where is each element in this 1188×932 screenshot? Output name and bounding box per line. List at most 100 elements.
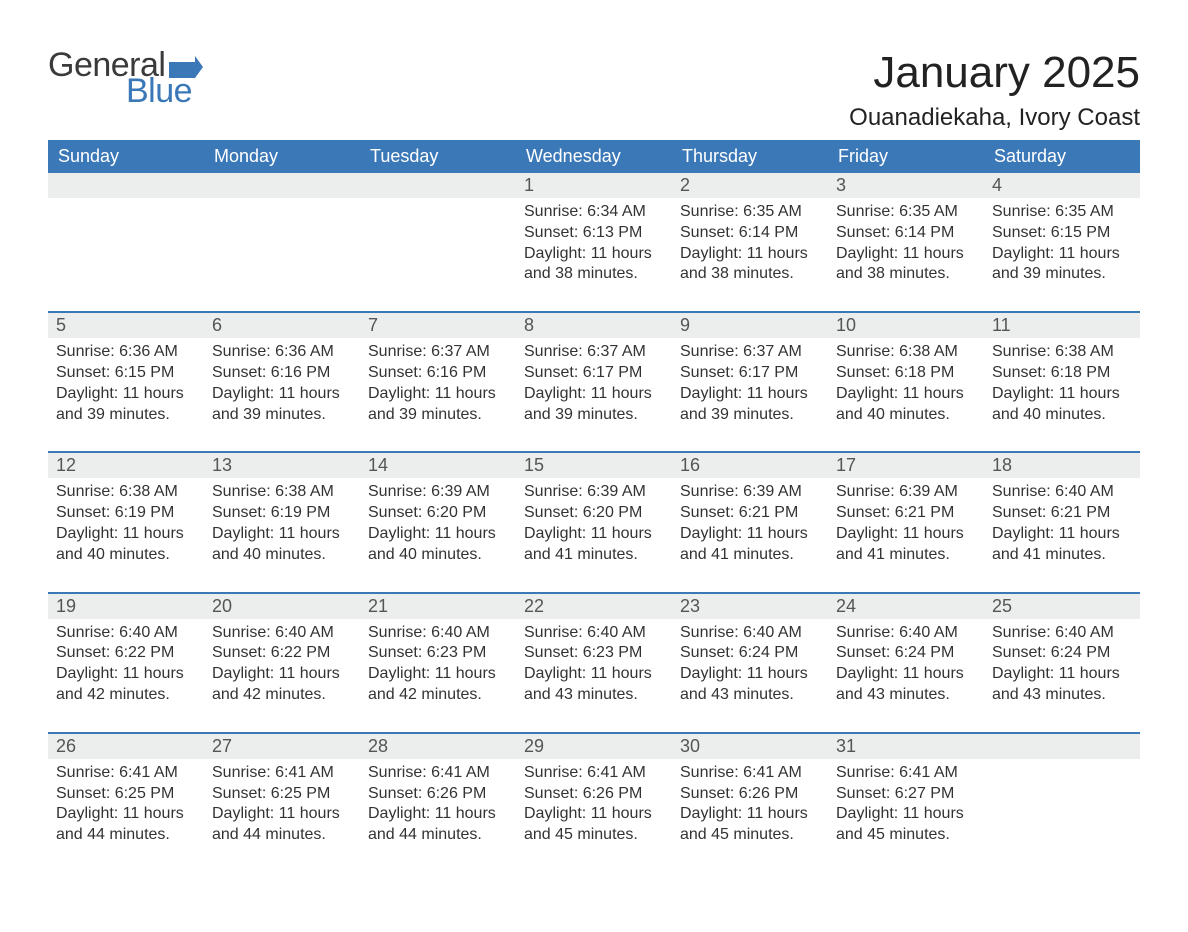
daylight-text: Daylight: 11 hours and 43 minutes.: [680, 664, 820, 706]
day-number-cell: 30: [672, 733, 828, 759]
day-number-cell: 7: [360, 312, 516, 338]
sunset-text: Sunset: 6:26 PM: [680, 784, 820, 805]
day-number-cell: [984, 733, 1140, 759]
daylight-text: Daylight: 11 hours and 40 minutes.: [368, 524, 508, 566]
day-content-cell: Sunrise: 6:40 AMSunset: 6:24 PMDaylight:…: [984, 619, 1140, 733]
day-content-cell: Sunrise: 6:40 AMSunset: 6:22 PMDaylight:…: [204, 619, 360, 733]
sunrise-text: Sunrise: 6:41 AM: [56, 763, 196, 784]
daylight-text: Daylight: 11 hours and 42 minutes.: [368, 664, 508, 706]
sunrise-text: Sunrise: 6:36 AM: [56, 342, 196, 363]
day-content-cell: [48, 198, 204, 312]
day-content-cell: Sunrise: 6:40 AMSunset: 6:24 PMDaylight:…: [672, 619, 828, 733]
sunrise-text: Sunrise: 6:39 AM: [524, 482, 664, 503]
daylight-text: Daylight: 11 hours and 44 minutes.: [212, 804, 352, 846]
sunset-text: Sunset: 6:15 PM: [992, 223, 1132, 244]
day-content-cell: Sunrise: 6:41 AMSunset: 6:26 PMDaylight:…: [672, 759, 828, 872]
day-content-cell: Sunrise: 6:41 AMSunset: 6:25 PMDaylight:…: [204, 759, 360, 872]
sunset-text: Sunset: 6:19 PM: [212, 503, 352, 524]
sunrise-text: Sunrise: 6:39 AM: [368, 482, 508, 503]
sunset-text: Sunset: 6:18 PM: [836, 363, 976, 384]
sunset-text: Sunset: 6:21 PM: [992, 503, 1132, 524]
daylight-text: Daylight: 11 hours and 43 minutes.: [836, 664, 976, 706]
daylight-text: Daylight: 11 hours and 38 minutes.: [680, 244, 820, 286]
daylight-text: Daylight: 11 hours and 39 minutes.: [680, 384, 820, 426]
sunrise-text: Sunrise: 6:40 AM: [992, 482, 1132, 503]
day-number-cell: 20: [204, 593, 360, 619]
column-header: Saturday: [984, 140, 1140, 173]
day-content-cell: [984, 759, 1140, 872]
day-number-cell: 14: [360, 452, 516, 478]
day-number-cell: [204, 173, 360, 198]
sunrise-text: Sunrise: 6:35 AM: [836, 202, 976, 223]
day-number-cell: 21: [360, 593, 516, 619]
day-number-cell: 19: [48, 593, 204, 619]
day-number-cell: 31: [828, 733, 984, 759]
daylight-text: Daylight: 11 hours and 40 minutes.: [992, 384, 1132, 426]
daylight-text: Daylight: 11 hours and 40 minutes.: [56, 524, 196, 566]
daylight-text: Daylight: 11 hours and 45 minutes.: [836, 804, 976, 846]
sunrise-text: Sunrise: 6:38 AM: [992, 342, 1132, 363]
day-number-cell: [48, 173, 204, 198]
day-number-cell: 5: [48, 312, 204, 338]
sunset-text: Sunset: 6:24 PM: [836, 643, 976, 664]
sunset-text: Sunset: 6:26 PM: [524, 784, 664, 805]
sunrise-text: Sunrise: 6:40 AM: [836, 623, 976, 644]
sunrise-text: Sunrise: 6:41 AM: [836, 763, 976, 784]
day-number-cell: 6: [204, 312, 360, 338]
daylight-text: Daylight: 11 hours and 41 minutes.: [836, 524, 976, 566]
location-subtitle: Ouanadiekaha, Ivory Coast: [849, 104, 1140, 132]
day-content-cell: Sunrise: 6:36 AMSunset: 6:16 PMDaylight:…: [204, 338, 360, 452]
sunrise-text: Sunrise: 6:40 AM: [992, 623, 1132, 644]
day-content-cell: Sunrise: 6:38 AMSunset: 6:19 PMDaylight:…: [204, 478, 360, 592]
day-content-cell: Sunrise: 6:39 AMSunset: 6:20 PMDaylight:…: [516, 478, 672, 592]
day-content-cell: Sunrise: 6:38 AMSunset: 6:18 PMDaylight:…: [828, 338, 984, 452]
sunrise-text: Sunrise: 6:40 AM: [680, 623, 820, 644]
sunrise-text: Sunrise: 6:37 AM: [524, 342, 664, 363]
daylight-text: Daylight: 11 hours and 45 minutes.: [680, 804, 820, 846]
day-content-cell: Sunrise: 6:40 AMSunset: 6:23 PMDaylight:…: [360, 619, 516, 733]
sunset-text: Sunset: 6:21 PM: [680, 503, 820, 524]
sunrise-text: Sunrise: 6:40 AM: [368, 623, 508, 644]
column-header: Sunday: [48, 140, 204, 173]
day-number-cell: 10: [828, 312, 984, 338]
calendar-table: SundayMondayTuesdayWednesdayThursdayFrid…: [48, 140, 1140, 872]
column-header: Friday: [828, 140, 984, 173]
daylight-text: Daylight: 11 hours and 41 minutes.: [992, 524, 1132, 566]
day-number-cell: 8: [516, 312, 672, 338]
sunrise-text: Sunrise: 6:38 AM: [212, 482, 352, 503]
daylight-text: Daylight: 11 hours and 39 minutes.: [56, 384, 196, 426]
day-number-cell: [360, 173, 516, 198]
sunset-text: Sunset: 6:21 PM: [836, 503, 976, 524]
sunset-text: Sunset: 6:27 PM: [836, 784, 976, 805]
daylight-text: Daylight: 11 hours and 42 minutes.: [56, 664, 196, 706]
sunset-text: Sunset: 6:15 PM: [56, 363, 196, 384]
day-content-cell: [360, 198, 516, 312]
day-content-cell: Sunrise: 6:35 AMSunset: 6:14 PMDaylight:…: [828, 198, 984, 312]
brand-blue: Blue: [126, 74, 203, 108]
daylight-text: Daylight: 11 hours and 42 minutes.: [212, 664, 352, 706]
daylight-text: Daylight: 11 hours and 39 minutes.: [992, 244, 1132, 286]
daylight-text: Daylight: 11 hours and 44 minutes.: [368, 804, 508, 846]
day-content-cell: Sunrise: 6:40 AMSunset: 6:24 PMDaylight:…: [828, 619, 984, 733]
title-block: January 2025 Ouanadiekaha, Ivory Coast: [849, 48, 1140, 132]
sunset-text: Sunset: 6:20 PM: [368, 503, 508, 524]
day-content-cell: Sunrise: 6:41 AMSunset: 6:26 PMDaylight:…: [360, 759, 516, 872]
sunrise-text: Sunrise: 6:34 AM: [524, 202, 664, 223]
day-number-cell: 16: [672, 452, 828, 478]
sunrise-text: Sunrise: 6:41 AM: [524, 763, 664, 784]
daylight-text: Daylight: 11 hours and 38 minutes.: [524, 244, 664, 286]
day-number-cell: 9: [672, 312, 828, 338]
day-content-cell: Sunrise: 6:41 AMSunset: 6:25 PMDaylight:…: [48, 759, 204, 872]
daylight-text: Daylight: 11 hours and 44 minutes.: [56, 804, 196, 846]
sunset-text: Sunset: 6:26 PM: [368, 784, 508, 805]
sunset-text: Sunset: 6:24 PM: [992, 643, 1132, 664]
sunset-text: Sunset: 6:16 PM: [212, 363, 352, 384]
daylight-text: Daylight: 11 hours and 41 minutes.: [680, 524, 820, 566]
sunset-text: Sunset: 6:25 PM: [56, 784, 196, 805]
sunrise-text: Sunrise: 6:37 AM: [368, 342, 508, 363]
sunrise-text: Sunrise: 6:35 AM: [680, 202, 820, 223]
daylight-text: Daylight: 11 hours and 39 minutes.: [524, 384, 664, 426]
sunrise-text: Sunrise: 6:38 AM: [56, 482, 196, 503]
sunset-text: Sunset: 6:17 PM: [680, 363, 820, 384]
sunrise-text: Sunrise: 6:40 AM: [524, 623, 664, 644]
